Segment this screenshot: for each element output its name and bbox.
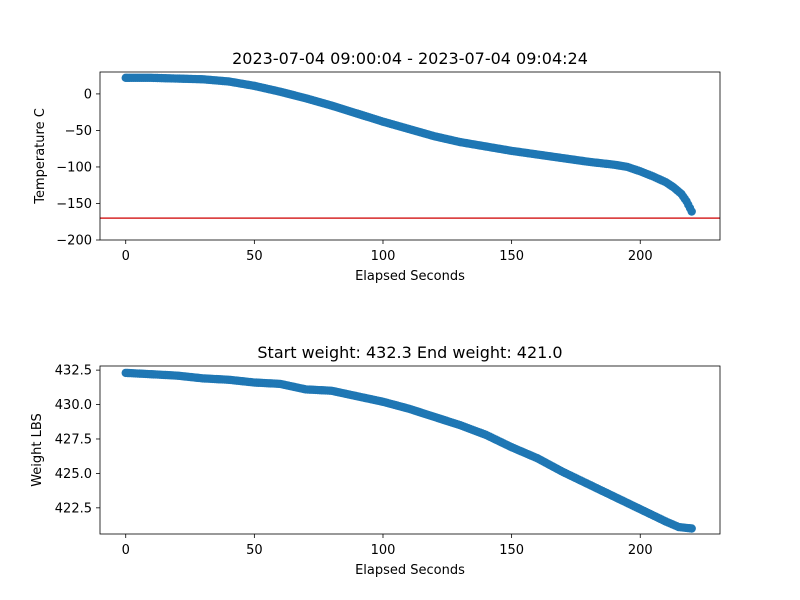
weight-y-tick-label: 422.5	[55, 501, 92, 516]
weight-axes-frame	[99, 365, 721, 535]
temperature-x-tick-label: 100	[371, 249, 396, 264]
weight-x-tick-label: 100	[371, 543, 396, 558]
weight-plot-title: Start weight: 432.3 End weight: 421.0	[257, 343, 562, 362]
temperature-x-tick-label: 0	[122, 249, 130, 264]
weight-x-tick-label: 200	[628, 543, 653, 558]
temperature-plot: 2023-07-04 09:00:04 - 2023-07-04 09:04:2…	[33, 49, 721, 284]
weight-y-tick-label: 430.0	[55, 398, 92, 413]
weight-data	[121, 368, 696, 533]
weight-y-tick-label: 425.0	[55, 467, 92, 482]
temperature-x-tick-label: 150	[499, 249, 524, 264]
weight-y-tick-label: 427.5	[55, 432, 92, 447]
weight-x-axis-label: Elapsed Seconds	[355, 563, 465, 578]
temperature-y-tick-label: −150	[56, 197, 92, 212]
weight-y-tick-label: 432.5	[55, 364, 92, 379]
weight-x-tick-label: 0	[122, 543, 130, 558]
weight-x-tick-label: 50	[246, 543, 263, 558]
temperature-data	[100, 73, 720, 219]
temperature-axes-frame	[99, 71, 721, 241]
temperature-y-tick-label: −200	[56, 234, 92, 249]
temperature-y-tick-label: −100	[56, 160, 92, 175]
temperature-plot-title: 2023-07-04 09:00:04 - 2023-07-04 09:04:2…	[232, 49, 588, 68]
temperature-x-tick-label: 200	[628, 249, 653, 264]
temperature-y-tick-label: 0	[84, 87, 92, 102]
temperature-x-tick-label: 50	[246, 249, 263, 264]
temperature-x-axis-label: Elapsed Seconds	[355, 269, 465, 284]
temperature-y-tick-label: −50	[65, 124, 92, 139]
weight-x-tick-label: 150	[499, 543, 524, 558]
weight-plot: Start weight: 432.3 End weight: 421.0 El…	[30, 343, 721, 578]
temperature-y-axis-label: Temperature C	[33, 108, 48, 205]
weight-y-axis-label: Weight LBS	[30, 413, 45, 487]
temperature-data-point	[687, 207, 696, 216]
weight-data-point	[687, 524, 696, 533]
